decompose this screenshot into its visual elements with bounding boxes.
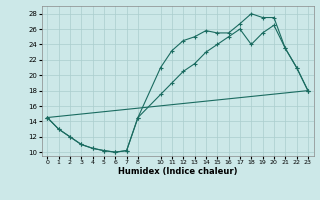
X-axis label: Humidex (Indice chaleur): Humidex (Indice chaleur) [118, 167, 237, 176]
